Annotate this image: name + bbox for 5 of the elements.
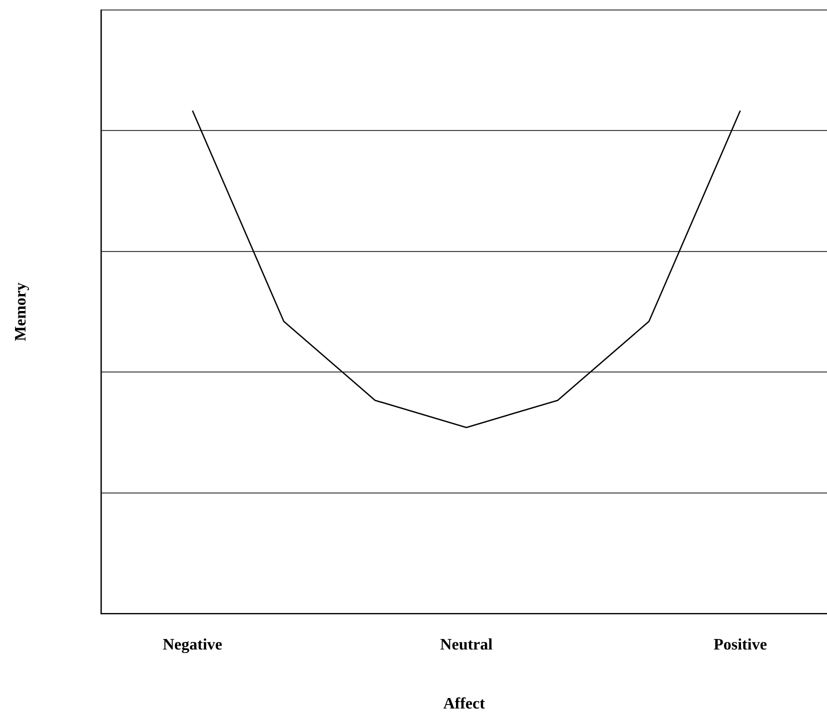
x-tick-label: Positive xyxy=(714,636,767,654)
x-axis-title: Affect xyxy=(443,696,486,713)
x-tick-label: Neutral xyxy=(440,636,494,654)
y-axis-title: Memory xyxy=(12,282,30,342)
x-tick-label: Negative xyxy=(162,636,222,654)
